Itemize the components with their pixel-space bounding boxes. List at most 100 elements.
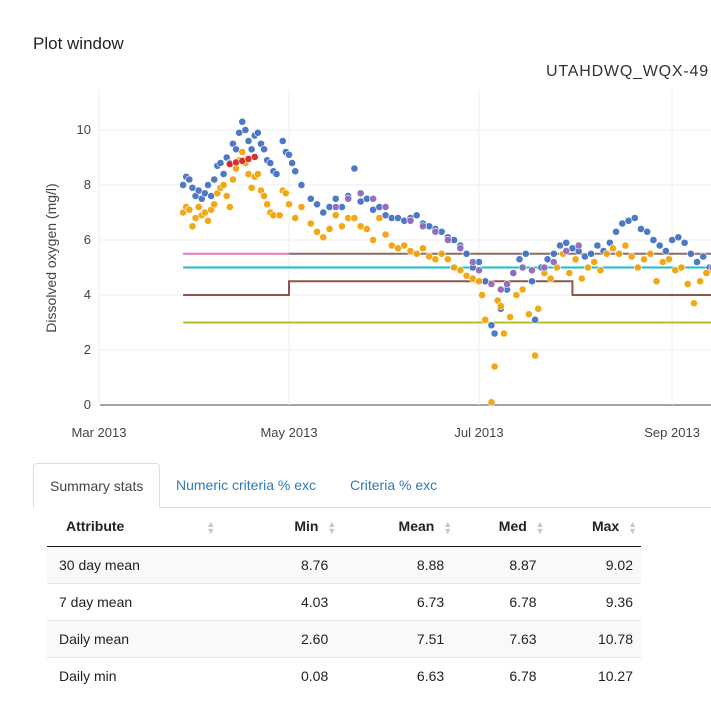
data-point [674, 233, 683, 242]
data-point [540, 263, 549, 272]
tab-numeric-criteria-exc[interactable]: Numeric criteria % exc [176, 477, 317, 493]
sort-icon[interactable]: ▲ ▼ [206, 518, 216, 536]
data-point [204, 216, 212, 225]
data-point [285, 200, 293, 209]
data-point [219, 181, 228, 189]
data-point [490, 329, 499, 338]
data-point [633, 263, 642, 272]
data-point [253, 170, 262, 178]
data-point [475, 277, 483, 286]
data-point [487, 280, 496, 288]
data-point [238, 117, 247, 126]
cell-med: 8.87 [452, 546, 545, 584]
data-point [185, 175, 194, 184]
data-point [496, 302, 505, 310]
data-point [285, 150, 293, 159]
data-point [260, 145, 268, 154]
y-tick-label: 8 [84, 177, 91, 192]
data-point [338, 222, 346, 231]
data-point [369, 236, 377, 244]
y-tick-label: 10 [77, 122, 91, 137]
data-point [356, 189, 365, 198]
data-point [500, 329, 508, 338]
table-row: Daily min 0.08 6.63 6.78 10.27 [47, 657, 641, 694]
cell-attribute: Daily mean [47, 620, 236, 658]
tab-bar: Summary stats Numeric criteria % exc Cri… [33, 463, 711, 508]
data-point [362, 225, 371, 233]
data-point [375, 214, 384, 222]
cell-min: 4.03 [235, 583, 337, 621]
cell-attribute: 7 day mean [47, 583, 236, 621]
axis-ticks: 0 2 4 6 8 10 Mar 2013 May 2013 Jul 2013 Sep 2013 [72, 122, 700, 440]
column-header-max[interactable]: Max ▲ ▼ [544, 507, 641, 547]
data-point [562, 238, 571, 247]
data-point [596, 266, 605, 275]
data-point [443, 255, 452, 264]
y-axis-label: Dissolved oxygen (mg/l) [43, 183, 59, 332]
column-header-med[interactable]: Med ▲ ▼ [452, 507, 545, 547]
data-point [649, 236, 658, 244]
data-point [521, 249, 530, 258]
data-point [680, 238, 689, 247]
sort-icon[interactable]: ▲ ▼ [327, 518, 337, 536]
data-point [609, 244, 617, 253]
column-header-label: Attribute [66, 518, 125, 535]
column-header-attribute[interactable]: Attribute ▲ ▼ [47, 507, 236, 547]
data-point [350, 164, 359, 173]
cell-med: 7.63 [452, 620, 545, 658]
cell-med: 6.78 [452, 583, 545, 621]
data-point [574, 241, 583, 250]
data-point [210, 175, 219, 184]
data-point [534, 304, 543, 313]
column-header-min[interactable]: Min ▲ ▼ [235, 507, 337, 547]
cell-med: 6.78 [452, 657, 545, 694]
data-point [584, 263, 592, 272]
summary-stats-table: Attribute ▲ ▼ Min ▲ ▼ Mean ▲ ▼ Med ▲ ▼ Max ▲… [47, 507, 641, 694]
data-point [247, 183, 256, 192]
data-point [204, 181, 212, 189]
data-point [699, 252, 708, 261]
data-point [381, 230, 390, 239]
data-point [272, 170, 281, 178]
cell-min: 8.76 [235, 546, 337, 584]
data-point [456, 266, 465, 275]
data-point [506, 313, 515, 321]
x-tick-label: May 2013 [260, 425, 317, 440]
sort-icon[interactable]: ▲ ▼ [628, 518, 637, 536]
plot-title: UTAHDWQ_WQX-49 [546, 63, 709, 80]
criteria-line [183, 280, 711, 296]
x-tick-label: Mar 2013 [72, 425, 127, 440]
data-point [288, 159, 297, 167]
data-point [612, 227, 620, 236]
table-row: 30 day mean 8.76 8.88 8.87 9.02 [47, 546, 641, 584]
tab-criteria-exc[interactable]: Criteria % exc [350, 477, 438, 493]
sort-icon[interactable]: ▲ ▼ [443, 518, 453, 536]
data-point [219, 170, 228, 178]
data-point [652, 277, 661, 286]
data-point [313, 200, 321, 209]
data-point [531, 315, 539, 324]
data-point [266, 159, 275, 167]
data-point [587, 249, 596, 258]
data-point [528, 266, 536, 275]
data-point [406, 216, 415, 225]
data-point [247, 145, 256, 154]
plot-window-title: Plot window [33, 34, 124, 53]
y-tick-label: 6 [84, 232, 91, 247]
cell-mean: 6.73 [336, 583, 453, 621]
column-header-mean[interactable]: Mean ▲ ▼ [336, 507, 453, 547]
data-point [546, 274, 555, 283]
cell-mean: 6.63 [336, 657, 453, 694]
data-point [412, 211, 421, 220]
data-point [419, 222, 427, 231]
data-point [481, 315, 490, 324]
sort-icon[interactable]: ▲ ▼ [535, 518, 545, 536]
data-point [565, 269, 574, 277]
table-header-row: Attribute ▲ ▼ Min ▲ ▼ Mean ▲ ▼ Med ▲ ▼ Max ▲… [47, 507, 641, 547]
tab-summary-stats[interactable]: Summary stats [33, 463, 161, 508]
data-point [241, 126, 250, 134]
column-header-label: Med [498, 518, 527, 535]
cell-min: 2.60 [235, 620, 337, 658]
data-point [238, 148, 247, 156]
